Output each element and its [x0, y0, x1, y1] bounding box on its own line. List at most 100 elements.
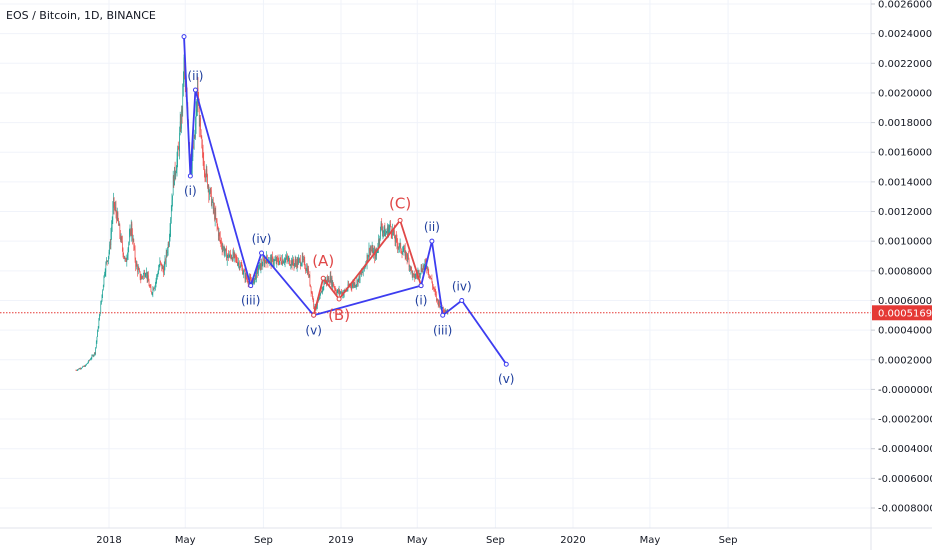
candle-body	[181, 109, 182, 129]
candle-body	[294, 263, 295, 266]
candle-body	[311, 292, 313, 294]
candle-body	[332, 282, 334, 286]
wave-anchor-point[interactable]	[192, 87, 198, 93]
candle-body	[82, 366, 84, 367]
candle-body	[82, 366, 83, 368]
candle-body	[398, 247, 400, 248]
candle-body	[372, 247, 374, 256]
candle-body	[411, 270, 413, 277]
candle-body	[425, 260, 426, 263]
candle-body	[207, 186, 209, 188]
candle-body	[242, 273, 244, 275]
candle-body	[200, 117, 201, 131]
candle-body	[136, 263, 137, 267]
candle-body	[207, 174, 208, 188]
candle-body	[83, 366, 84, 367]
candle-body	[259, 263, 261, 270]
wave-anchor-point[interactable]	[320, 275, 326, 281]
wave-anchor-point[interactable]	[181, 34, 187, 40]
candle-body	[385, 232, 387, 234]
wave-label: (ii)	[424, 220, 440, 234]
candle-body	[434, 289, 435, 290]
candle-body	[261, 263, 262, 266]
candle-body	[383, 226, 385, 231]
candle-body	[195, 109, 197, 124]
wave-anchor-point[interactable]	[259, 250, 265, 256]
candle-body	[148, 281, 150, 287]
candle-body	[160, 260, 161, 263]
candle-body	[401, 252, 403, 255]
elliott-wave-lines[interactable]	[181, 34, 509, 367]
candle-body	[102, 285, 104, 291]
candle-body	[410, 266, 412, 271]
candle-body	[378, 239, 379, 249]
candle-body	[86, 363, 88, 365]
candle-body	[169, 237, 170, 246]
candle-body	[176, 158, 178, 170]
candle-body	[430, 278, 432, 280]
candle-body	[272, 256, 273, 258]
candle-body	[394, 230, 395, 239]
wave-anchor-point[interactable]	[248, 283, 254, 289]
candle-body	[135, 259, 136, 267]
candle-body	[76, 370, 77, 371]
y-tick-label: 0.0006000	[878, 296, 932, 307]
candle-body	[336, 292, 337, 295]
price-axis[interactable]: 0.0026000 0.0024000 0.0022000 0.0020000 0.00…	[871, 0, 932, 515]
candle-body	[160, 262, 162, 264]
candle-body	[280, 257, 281, 260]
y-tick-label: 0.0002000	[878, 355, 932, 366]
candle-body	[310, 284, 311, 287]
wave-anchor-point[interactable]	[429, 238, 435, 244]
candle-body	[101, 300, 102, 304]
candle-body	[421, 267, 423, 272]
candle-body	[122, 240, 123, 249]
wave-anchor-point[interactable]	[397, 217, 403, 223]
y-tick-label: 0.0022000	[878, 59, 932, 70]
candle-body	[144, 272, 145, 277]
wave-anchor-point[interactable]	[440, 312, 446, 318]
candle-body	[264, 260, 266, 265]
candle-body	[80, 368, 81, 370]
candle-body	[143, 272, 145, 274]
candle-body	[338, 289, 339, 293]
candle-body	[375, 251, 376, 259]
candle-body	[439, 305, 441, 307]
candle-body	[326, 279, 328, 283]
wave-anchor-point[interactable]	[336, 296, 342, 302]
wave-anchor-point[interactable]	[311, 312, 317, 318]
candle-body	[359, 275, 360, 281]
wave-anchor-point[interactable]	[418, 283, 424, 289]
candle-body	[403, 248, 405, 252]
candle-body	[296, 263, 297, 267]
candle-body	[141, 276, 143, 278]
candle-body	[109, 244, 111, 246]
candle-body	[355, 285, 356, 287]
wave-anchor-point[interactable]	[187, 173, 193, 179]
wave-anchor-point[interactable]	[459, 297, 465, 303]
candle-body	[177, 148, 178, 159]
candle-body	[280, 259, 282, 264]
candle-body	[420, 267, 422, 274]
candle-body	[89, 359, 91, 361]
candle-body	[110, 233, 112, 246]
candle-body	[99, 314, 100, 321]
candle-body	[125, 258, 126, 260]
wave-anchor-point[interactable]	[503, 361, 509, 367]
candle-body	[392, 229, 394, 234]
candle-body	[140, 278, 142, 280]
candle-body	[408, 259, 410, 268]
last-price-tag: 0.0005169	[872, 305, 932, 321]
candle-body	[155, 280, 157, 284]
candle-body	[270, 257, 272, 265]
candle-body	[232, 258, 233, 261]
candle-body	[177, 148, 179, 150]
candle-body	[422, 266, 424, 272]
candle-body	[298, 258, 300, 260]
candle-body	[247, 281, 249, 284]
last-price-tag-bg	[872, 305, 932, 321]
candle-body	[358, 275, 360, 279]
time-axis[interactable]: 2018 May Sep 2019 May Sep 2020 May Sep	[96, 535, 737, 546]
candle-body	[289, 258, 290, 265]
